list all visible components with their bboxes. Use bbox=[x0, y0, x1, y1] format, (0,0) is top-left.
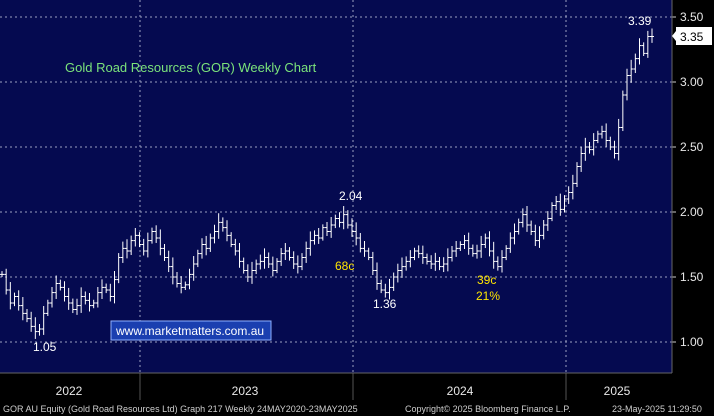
last-price-value: 3.35 bbox=[680, 30, 704, 44]
last-price-marker: 3.35 bbox=[672, 27, 712, 45]
annotation-high-3-39: 3.39 bbox=[628, 14, 652, 28]
grid-lines bbox=[0, 0, 672, 373]
footer-bar bbox=[0, 400, 714, 416]
y-tick-label: 3.50 bbox=[680, 10, 704, 24]
website-box bbox=[110, 320, 272, 341]
website-label[interactable]: www.marketmatters.com.au bbox=[110, 320, 272, 341]
last-price-pointer bbox=[672, 31, 676, 41]
annotation-decline-68c: 68c bbox=[335, 259, 354, 273]
x-axis: 2022 2023 2024 2025 bbox=[0, 372, 672, 400]
footer-timestamp: 23-May-2025 11:29:50 bbox=[612, 404, 702, 414]
annotation-low-1-05: 1.05 bbox=[33, 340, 57, 354]
x-tick-label: 2023 bbox=[232, 384, 259, 398]
footer-copyright: Copyright© 2025 Bloomberg Finance L.P. bbox=[405, 404, 571, 414]
plot-area bbox=[0, 0, 672, 373]
website-link[interactable]: www.marketmatters.com.au bbox=[115, 324, 264, 338]
annotation-peak-2-04: 2.04 bbox=[339, 189, 363, 203]
last-price-box bbox=[676, 27, 712, 45]
price-bars bbox=[0, 28, 654, 339]
annotation-low-1-36: 1.36 bbox=[373, 297, 397, 311]
annotation-decline-21pct: 21% bbox=[476, 289, 500, 303]
x-tick-label: 2025 bbox=[604, 384, 631, 398]
x-tick-label: 2022 bbox=[56, 384, 83, 398]
annotation-decline-39c: 39c bbox=[477, 273, 496, 287]
y-axis: 1.00 1.50 2.00 2.50 3.00 3.50 bbox=[671, 0, 704, 373]
footer-source: GOR AU Equity (Gold Road Resources Ltd) … bbox=[3, 404, 358, 414]
y-tick-label: 2.00 bbox=[680, 205, 704, 219]
y-tick-label: 2.50 bbox=[680, 140, 704, 154]
chart-title: Gold Road Resources (GOR) Weekly Chart bbox=[65, 60, 317, 75]
y-tick-label: 3.00 bbox=[680, 75, 704, 89]
x-tick-label: 2024 bbox=[447, 384, 474, 398]
y-tick-label: 1.50 bbox=[680, 270, 704, 284]
y-tick-label: 1.00 bbox=[680, 335, 704, 349]
